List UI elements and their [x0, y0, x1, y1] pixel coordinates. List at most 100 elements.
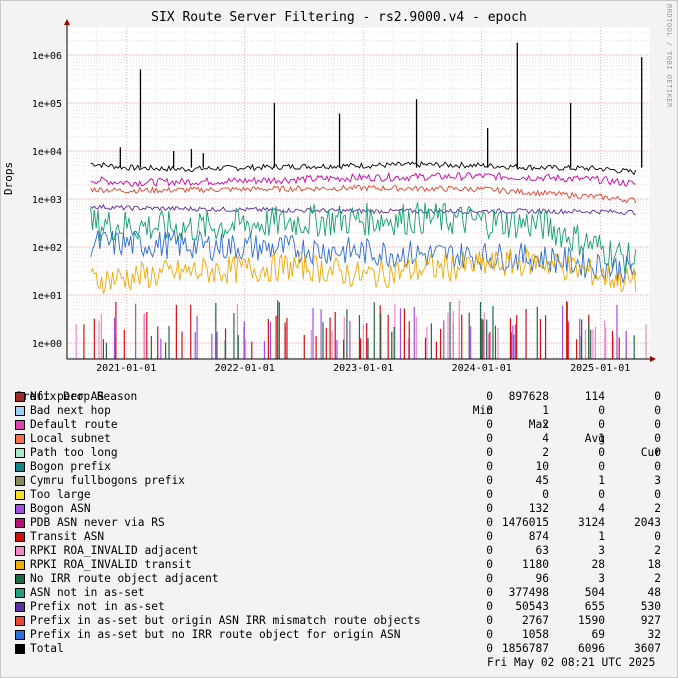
y-tick-label: 1e+01	[32, 291, 62, 302]
legend-avg-value: 1	[598, 474, 605, 487]
legend-row: RPKI ROA_INVALID adjacent 0 63 3 2	[0, 544, 678, 558]
legend-swatch	[15, 616, 25, 626]
legend-max-value: 1	[542, 404, 549, 417]
x-tick-label: 2021-01-01	[96, 363, 156, 374]
legend-row: No IRR route object adjacent 0 96 3 2	[0, 572, 678, 586]
legend-swatch	[15, 462, 25, 472]
timestamp: Fri May 02 08:21 UTC 2025	[487, 656, 656, 669]
legend-row: Prefix not in as-set 0 50543 655 530	[0, 600, 678, 614]
series-line	[90, 160, 637, 176]
legend-swatch	[15, 518, 25, 528]
legend-label: RPKI ROA_INVALID transit	[30, 558, 192, 571]
legend-swatch	[15, 420, 25, 430]
legend-min-value: 0	[486, 488, 493, 501]
legend-avg-value: 1	[598, 432, 605, 445]
legend-min-value: 0	[486, 516, 493, 529]
legend-swatch	[15, 406, 25, 416]
legend-max-value: 874	[528, 530, 549, 543]
legend-max-value: 2	[542, 446, 549, 459]
legend-label: PDB ASN never via RS	[30, 516, 165, 529]
y-tick-label: 1e+04	[32, 147, 62, 158]
legend-avg-value: 0	[598, 446, 605, 459]
legend-min-value: 0	[486, 558, 493, 571]
legend-row: Total 0 1856787 6096 3607	[0, 642, 678, 656]
legend-cur-value: 2	[654, 572, 661, 585]
chart-title: SIX Route Server Filtering - rs2.9000.v4…	[151, 10, 527, 25]
legend-max-value: 1476015	[501, 516, 549, 529]
tick-labels: 1e+00 1e+01 1e+02 1e+03 1e+04 1e+05 1e+06 2021-…	[32, 51, 630, 374]
col-min-header: Min	[472, 404, 493, 417]
legend-avg-value: 4	[598, 502, 605, 515]
col-max-header: Max	[528, 418, 549, 431]
legend-cur-value: 530	[640, 600, 661, 613]
legend-row: Prefix in as-set but no IRR route object…	[0, 628, 678, 642]
series-line	[90, 184, 637, 204]
legend-row: Local subnet 0 4 1 0	[0, 432, 678, 446]
series-line	[90, 229, 637, 284]
legend-avg-value: 6096	[578, 642, 605, 655]
legend-min-value: 0	[486, 544, 493, 557]
legend-avg-value: 504	[584, 586, 605, 599]
legend-avg-value: 1	[598, 530, 605, 543]
x-tick-label: 2022-01-01	[215, 363, 275, 374]
y-tick-label: 1e+05	[32, 99, 62, 110]
legend-row: Transit ASN 0 874 1 0	[0, 530, 678, 544]
legend-max-value: 4	[542, 432, 549, 445]
legend-swatch	[15, 644, 25, 654]
legend-max-value: 10	[535, 460, 549, 473]
legend-max-value: 96	[535, 572, 549, 585]
legend-label: Prefix in as-set but origin ASN IRR mism…	[30, 614, 421, 627]
x-axis-arrow	[650, 356, 656, 362]
legend-label: Path too long	[30, 446, 118, 459]
legend-cur-value: 32	[647, 628, 661, 641]
legend-label: Transit ASN	[30, 530, 105, 543]
legend-max-value: 63	[535, 544, 549, 557]
x-tick-label: 2023-01-01	[333, 363, 393, 374]
legend-swatch	[15, 448, 25, 458]
legend-cur-value: 2	[654, 544, 661, 557]
legend-cur-value: 2043	[634, 516, 661, 529]
legend-label: Total	[30, 642, 64, 655]
series-line	[90, 171, 636, 188]
legend-label: Bogon ASN	[30, 502, 91, 515]
legend-label: Not peer AS	[30, 390, 105, 403]
x-tick-label: 2024-01-01	[452, 363, 512, 374]
legend-label: Cymru fullbogons prefix	[30, 474, 185, 487]
legend-label: Prefix in as-set but no IRR route object…	[30, 628, 401, 641]
legend-row: PDB ASN never via RS 0 1476015 3124 2043	[0, 516, 678, 530]
series-group	[90, 160, 637, 294]
legend-row: Cymru fullbogons prefix 0 45 1 3	[0, 474, 678, 488]
legend-min-value: 0	[486, 530, 493, 543]
legend-avg-value: 0	[598, 488, 605, 501]
legend-row: Path too long 0 2 0 0	[0, 446, 678, 460]
legend-min-value: 0	[486, 418, 493, 431]
legend-cur-value: 3607	[634, 642, 661, 655]
legend-row: Bogon ASN 0 132 4 2	[0, 502, 678, 516]
legend-cur-value: 0	[654, 432, 661, 445]
legend-min-value: 0	[486, 432, 493, 445]
legend-avg-value: 69	[591, 628, 605, 641]
y-tick-label: 1e+06	[32, 51, 62, 62]
series-line	[90, 202, 637, 275]
legend-max-value: 1180	[522, 558, 549, 571]
legend-avg-value: 114	[584, 390, 605, 403]
legend-max-value: 2767	[522, 614, 549, 627]
legend-max-value: 1856787	[501, 642, 549, 655]
col-cur-header: Cur	[640, 446, 661, 459]
legend-cur-value: 0	[654, 404, 661, 417]
legend-min-value: 0	[486, 502, 493, 515]
legend-label: Prefix not in as-set	[30, 600, 165, 613]
col-avg-header: Avg	[584, 432, 605, 445]
legend-avg-value: 3	[598, 572, 605, 585]
legend-label: Bad next hop	[30, 404, 111, 417]
legend-min-value: 0	[486, 614, 493, 627]
legend-swatch	[15, 392, 25, 402]
legend-cur-value: 18	[647, 558, 661, 571]
y-tick-label: 1e+02	[32, 243, 62, 254]
legend-min-value: 0	[486, 460, 493, 473]
legend-avg-value: 28	[591, 558, 605, 571]
legend-max-value: 0	[542, 488, 549, 501]
legend-avg-value: 1590	[578, 614, 605, 627]
legend-cur-value: 0	[654, 390, 661, 403]
legend-min-value: 0	[486, 390, 493, 403]
